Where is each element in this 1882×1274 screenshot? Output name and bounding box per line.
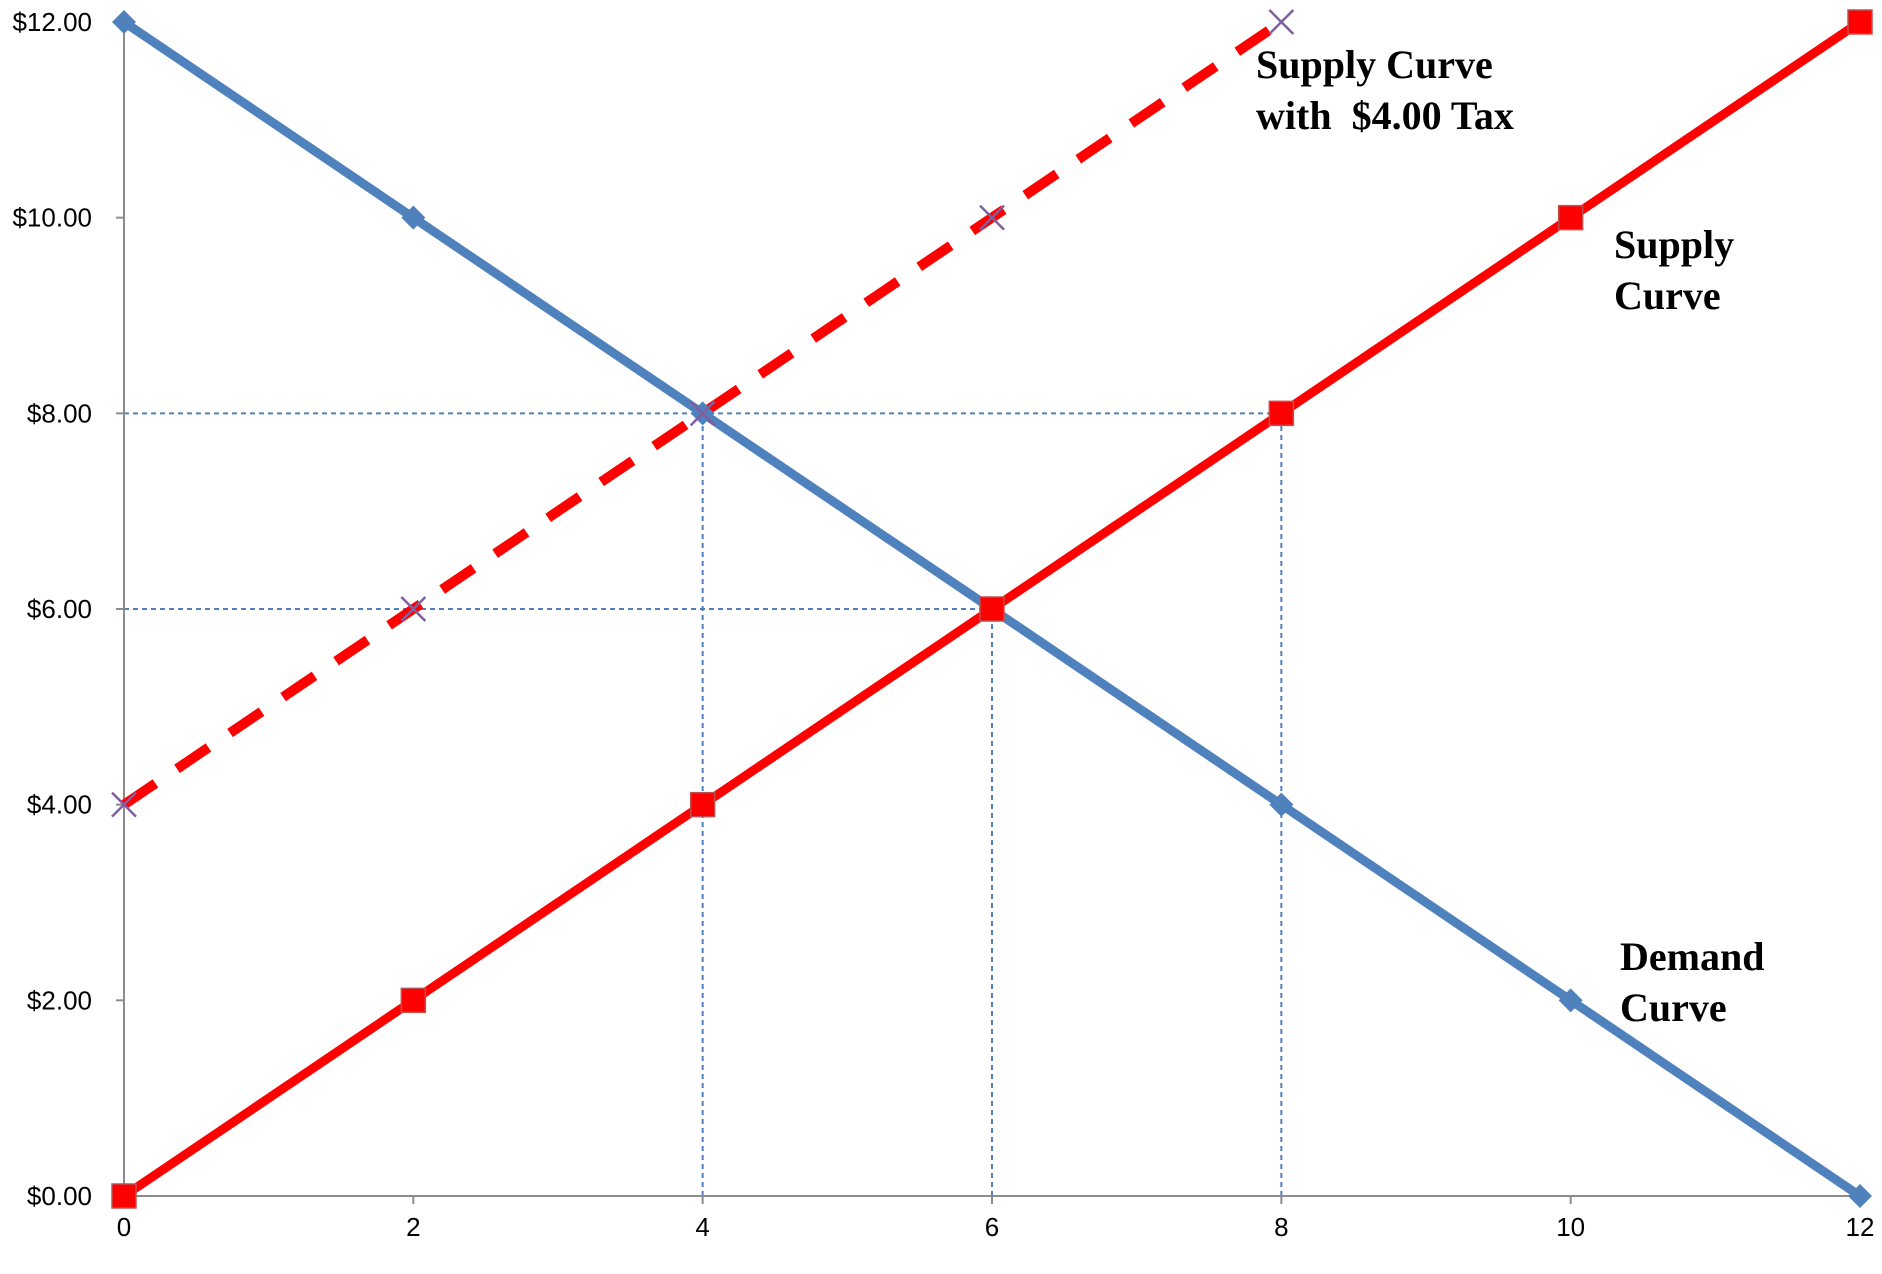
y-tick-label: $10.00: [12, 203, 92, 233]
y-tick-label: $12.00: [12, 7, 92, 37]
x-tick-label: 6: [985, 1212, 999, 1242]
supply_tax-point: [1268, 9, 1295, 35]
supply_tax-annotation: Supply Curve with $4.00 Tax: [1256, 42, 1514, 138]
supply_tax-point: [689, 400, 716, 427]
y-tick-label: $2.00: [27, 985, 92, 1015]
axes: $0.00 $2.00 $4.00 $6.00 $8.00 $10.00 $12.00 0 2 4…: [12, 7, 1874, 1242]
x-marker-stroke: [111, 791, 137, 818]
y-tick-label: $0.00: [27, 1181, 92, 1211]
x-tick-label: 0: [117, 1212, 131, 1242]
demand-annotation: Demand Curve: [1620, 934, 1764, 1030]
annotation-text: Curve: [1620, 985, 1727, 1030]
x-marker-stroke: [1268, 9, 1295, 35]
demand-point: [112, 10, 136, 34]
x-marker-stroke: [400, 596, 427, 622]
supply_tax-point: [111, 791, 137, 818]
demand-point: [1558, 988, 1583, 1013]
supply-annotation: Supply Curve: [1614, 222, 1734, 318]
supply-point: [400, 987, 427, 1014]
x-tick-label: 4: [695, 1212, 709, 1242]
x-tick-label: 12: [1846, 1212, 1875, 1242]
y-tick-label: $6.00: [27, 594, 92, 624]
supply_tax-point: [979, 204, 1005, 231]
x-tick-label: 10: [1556, 1212, 1585, 1242]
supply-point: [1847, 9, 1873, 35]
demand-point: [1848, 1184, 1872, 1208]
x-marker-stroke: [689, 400, 716, 427]
annotation-text: Demand: [1620, 934, 1764, 979]
series-markers: [111, 9, 1873, 1209]
supply_tax-line: [121, 17, 1285, 809]
x-tick-label: 2: [406, 1212, 420, 1242]
supply-point: [979, 596, 1005, 622]
x-tick-label: 8: [1274, 1212, 1288, 1242]
supply_tax-point: [400, 596, 427, 622]
annotation-text: Supply Curve: [1256, 42, 1493, 87]
demand-point: [1269, 792, 1294, 817]
annotation-text: Supply: [1614, 222, 1734, 267]
supply-point: [689, 791, 716, 818]
x-marker-stroke: [979, 204, 1005, 231]
supply-point: [1557, 204, 1584, 231]
annotation-text: with $4.00 Tax: [1256, 93, 1514, 138]
supply-point: [111, 1183, 137, 1209]
demand-point: [401, 205, 426, 230]
annotation-text: Curve: [1614, 273, 1721, 318]
y-tick-label: $4.00: [27, 790, 92, 820]
supply-point: [1268, 400, 1295, 427]
y-tick-label: $8.00: [27, 398, 92, 428]
